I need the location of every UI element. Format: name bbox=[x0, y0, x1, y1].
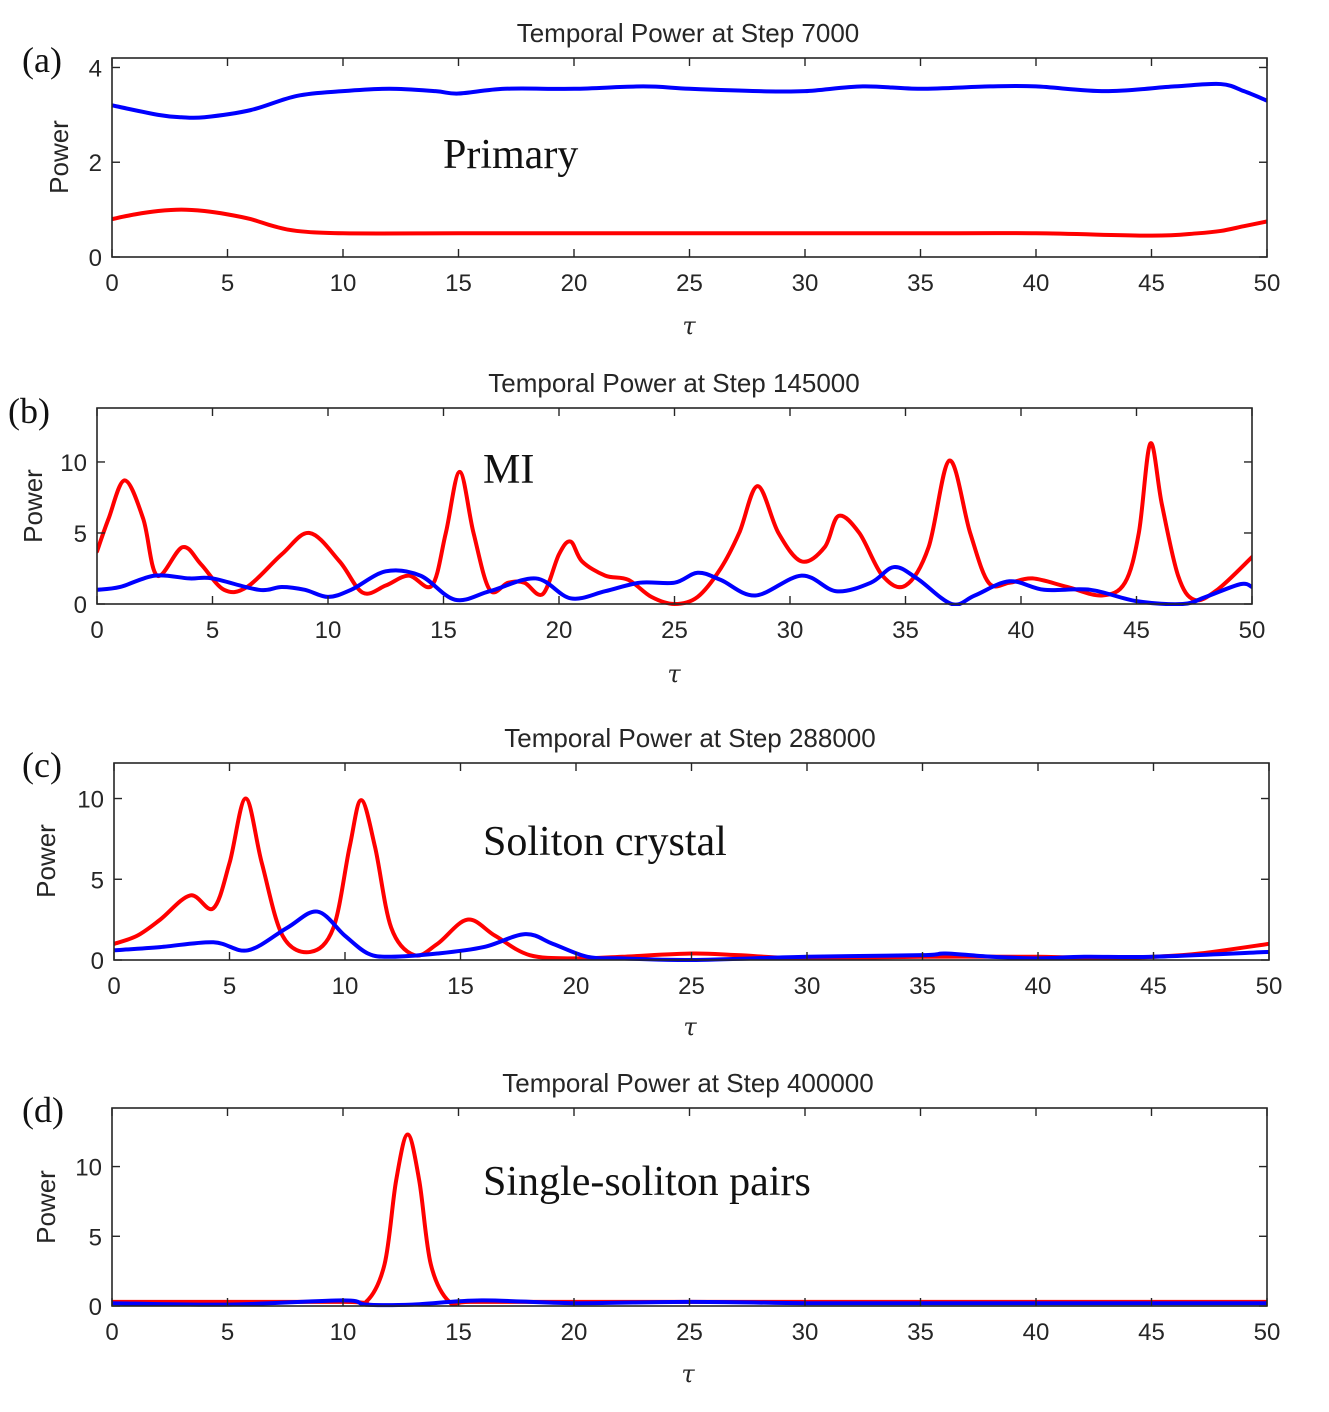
annotation-text: MI bbox=[483, 447, 534, 493]
x-tick-label: 25 bbox=[676, 1319, 703, 1346]
series-line-blue bbox=[112, 1298, 1267, 1308]
x-axis-label: τ bbox=[667, 660, 681, 688]
x-tick-label: 15 bbox=[430, 617, 457, 644]
panel-d: Temporal Power at Step 400000 0 5 10 15 20 25 3… bbox=[22, 1068, 1280, 1388]
x-tick-label: 0 bbox=[105, 270, 118, 297]
x-tick-label: 35 bbox=[907, 1319, 934, 1346]
y-tick-label: 0 bbox=[89, 1294, 102, 1321]
x-tick-label: 20 bbox=[561, 270, 588, 297]
y-axis-label: Power bbox=[18, 469, 48, 543]
panel-label: (d) bbox=[22, 1090, 64, 1130]
series-line-blue bbox=[97, 565, 1252, 606]
series-line-blue bbox=[112, 81, 1267, 120]
x-tick-label: 10 bbox=[330, 1319, 357, 1346]
x-tick-label: 5 bbox=[221, 270, 234, 297]
panel-c: Temporal Power at Step 288000 0 5 10 15 20 25 3… bbox=[22, 723, 1282, 1041]
y-axis-label: Power bbox=[44, 120, 74, 194]
y-tick-label: 0 bbox=[89, 245, 102, 272]
chart-title: Temporal Power at Step 145000 bbox=[488, 368, 859, 398]
y-tick-label: 2 bbox=[89, 150, 102, 177]
x-tick-label: 5 bbox=[221, 1319, 234, 1346]
x-tick-label: 15 bbox=[445, 270, 472, 297]
x-tick-label: 40 bbox=[1023, 270, 1050, 297]
y-tick-label: 5 bbox=[89, 1224, 102, 1251]
x-tick-label: 50 bbox=[1254, 270, 1281, 297]
y-tick-label: 4 bbox=[89, 55, 102, 82]
x-tick-label: 15 bbox=[447, 973, 474, 1000]
panel-label: (b) bbox=[8, 391, 50, 431]
x-tick-label: 20 bbox=[563, 973, 590, 1000]
x-tick-label: 15 bbox=[445, 1319, 472, 1346]
x-axis-label: τ bbox=[681, 1360, 695, 1388]
x-tick-label: 5 bbox=[223, 973, 236, 1000]
series-line-red bbox=[112, 207, 1267, 238]
panel-label: (a) bbox=[22, 40, 62, 80]
x-tick-label: 30 bbox=[794, 973, 821, 1000]
x-tick-label: 30 bbox=[792, 270, 819, 297]
x-tick-label: 0 bbox=[107, 973, 120, 1000]
axes-frame bbox=[111, 1107, 1268, 1307]
series-line-red bbox=[97, 441, 1252, 606]
x-tick-label: 30 bbox=[792, 1319, 819, 1346]
x-tick-label: 50 bbox=[1239, 617, 1266, 644]
x-tick-label: 5 bbox=[206, 617, 219, 644]
chart-title: Temporal Power at Step 288000 bbox=[504, 723, 875, 753]
plot-area bbox=[97, 441, 1252, 606]
y-tick-label: 0 bbox=[74, 592, 87, 619]
x-tick-label: 45 bbox=[1140, 973, 1167, 1000]
x-tick-label: 25 bbox=[661, 617, 688, 644]
x-tick-label: 25 bbox=[678, 973, 705, 1000]
x-tick-label: 50 bbox=[1256, 973, 1283, 1000]
x-tick-label: 10 bbox=[330, 270, 357, 297]
x-tick-label: 35 bbox=[909, 973, 936, 1000]
x-tick-label: 10 bbox=[315, 617, 342, 644]
x-tick-label: 30 bbox=[777, 617, 804, 644]
y-axis-label: Power bbox=[31, 1170, 61, 1244]
chart-title: Temporal Power at Step 7000 bbox=[517, 18, 860, 48]
x-tick-label: 45 bbox=[1138, 270, 1165, 297]
x-tick-label: 35 bbox=[892, 617, 919, 644]
series-line-blue bbox=[114, 909, 1269, 962]
x-tick-label: 40 bbox=[1008, 617, 1035, 644]
y-tick-label: 0 bbox=[91, 948, 104, 975]
y-tick-label: 10 bbox=[77, 787, 104, 814]
y-tick-label: 10 bbox=[75, 1155, 102, 1182]
panel-b: Temporal Power at Step 145000 0 5 10 15 20 25 3… bbox=[8, 368, 1265, 688]
x-axis-label: τ bbox=[683, 1013, 697, 1041]
x-tick-label: 25 bbox=[676, 270, 703, 297]
y-axis-label: Power bbox=[31, 824, 61, 898]
panel-label: (c) bbox=[22, 745, 62, 785]
chart-title: Temporal Power at Step 400000 bbox=[502, 1068, 873, 1098]
plot-area bbox=[112, 1132, 1267, 1308]
x-tick-label: 20 bbox=[561, 1319, 588, 1346]
x-tick-label: 50 bbox=[1254, 1319, 1281, 1346]
x-tick-label: 0 bbox=[90, 617, 103, 644]
y-tick-label: 5 bbox=[74, 521, 87, 548]
annotation-text: Soliton crystal bbox=[483, 819, 727, 865]
plot-area bbox=[112, 81, 1267, 238]
x-tick-label: 20 bbox=[546, 617, 573, 644]
x-tick-label: 45 bbox=[1123, 617, 1150, 644]
x-tick-label: 40 bbox=[1025, 973, 1052, 1000]
axes-frame bbox=[96, 407, 1253, 605]
y-tick-label: 10 bbox=[60, 450, 87, 477]
y-tick-label: 5 bbox=[91, 867, 104, 894]
annotation-text: Single-soliton pairs bbox=[483, 1159, 811, 1205]
x-tick-label: 40 bbox=[1023, 1319, 1050, 1346]
plot-area bbox=[114, 796, 1269, 962]
x-tick-label: 45 bbox=[1138, 1319, 1165, 1346]
x-tick-label: 10 bbox=[332, 973, 359, 1000]
x-tick-label: 0 bbox=[105, 1319, 118, 1346]
x-axis-label: τ bbox=[682, 312, 696, 340]
x-tick-label: 35 bbox=[907, 270, 934, 297]
annotation-text: Primary bbox=[443, 132, 578, 178]
